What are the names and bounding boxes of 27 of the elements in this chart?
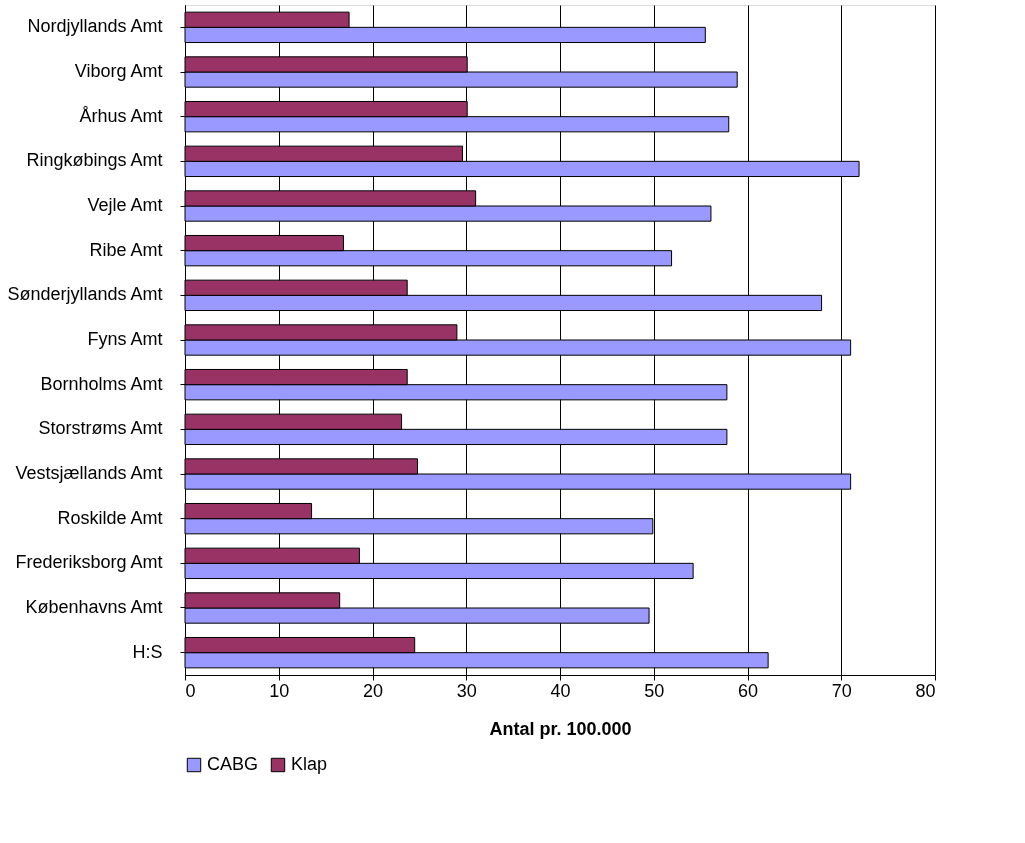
y-tick-label: Århus Amt (79, 105, 163, 126)
y-tick-label: Københavns Amt (25, 597, 163, 617)
y-tick-label: Viborg Amt (74, 61, 163, 81)
x-tick-label: 70 (831, 680, 852, 701)
x-tick-label: 10 (269, 680, 290, 701)
legend-label: Klap (291, 754, 328, 774)
y-tick-label: Roskilde Amt (57, 507, 163, 528)
y-tick-label: Storstrøms Amt (38, 418, 163, 439)
x-tick-label: 20 (362, 680, 384, 701)
y-tick-label: Ribe Amt (89, 239, 163, 260)
y-tick-label: Vejle Amt (87, 195, 163, 215)
y-tick-label: Sønderjyllands Amt (7, 284, 163, 305)
y-tick-label: Ringkøbings Amt (26, 150, 163, 171)
y-tick-label: Nordjyllands Amt (27, 16, 163, 37)
x-tick-label: 60 (737, 680, 759, 701)
x-tick-label: 50 (644, 680, 665, 701)
x-tick-label: 30 (456, 680, 477, 701)
y-tick-label: Frederiksborg Amt (15, 552, 163, 573)
y-tick-label: Fyns Amt (87, 329, 163, 349)
x-axis-title: Antal pr. 100.000 (489, 718, 632, 739)
x-tick-label: 40 (550, 680, 571, 701)
y-tick-label: Bornholms Amt (40, 373, 163, 394)
y-tick-label: H:S (132, 641, 163, 662)
legend-label: CABG (207, 754, 259, 774)
x-tick-label: 0 (185, 680, 196, 701)
y-tick-label: Vestsjællands Amt (15, 463, 163, 483)
x-tick-label: 80 (915, 680, 936, 701)
